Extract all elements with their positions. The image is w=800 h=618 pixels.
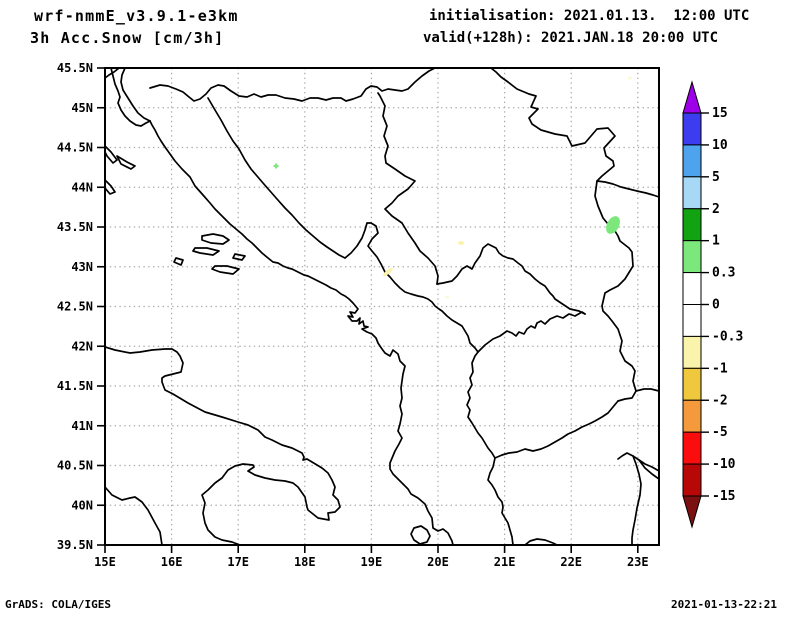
border-montenegro-bosnia xyxy=(344,222,386,273)
lon-tick-label: 20E xyxy=(427,555,449,569)
island-hvar xyxy=(192,247,220,256)
colorbar-tick-label: 5 xyxy=(712,170,720,185)
lon-tick-label: 23E xyxy=(627,555,649,569)
model-title: wrf-nmmE_v3.9.1-e3km xyxy=(34,7,239,25)
lat-tick-label: 39.5N xyxy=(57,538,93,552)
lat-tick-label: 45.5N xyxy=(57,61,93,75)
snow-mark xyxy=(458,241,464,245)
island-krk xyxy=(116,155,136,170)
lat-tick-label: 44N xyxy=(71,180,93,194)
coastline-calabria xyxy=(105,486,163,545)
island-peljesac xyxy=(232,253,246,261)
colorbar-tick-label: -10 xyxy=(712,457,736,472)
colorbar-under-arrow xyxy=(682,495,702,529)
colorbar-tick-label: -15 xyxy=(712,489,735,504)
lat-tick-label: 41.5N xyxy=(57,379,93,393)
island-corfu xyxy=(410,525,431,545)
colorbar-segment xyxy=(682,208,702,242)
colorbar-segment xyxy=(682,112,702,146)
coastline-adriatic-east xyxy=(149,120,454,545)
colorbar-tick-label: 15 xyxy=(712,106,728,121)
coastline-borders-layer xyxy=(105,68,659,545)
border-kosovo-west xyxy=(384,271,479,353)
colorbar-tick-label: -5 xyxy=(712,425,728,440)
colorbar-segment xyxy=(682,367,702,401)
colorbar-tick-label: 0.3 xyxy=(712,266,735,281)
lat-tick-label: 42N xyxy=(71,339,93,353)
border-croatia-north xyxy=(149,68,436,102)
lon-tick-label: 19E xyxy=(361,555,383,569)
colorbar-tick-label: 2 xyxy=(712,202,720,217)
coastline-aegean-east xyxy=(638,459,659,480)
colorbar-segment xyxy=(682,431,702,465)
island-korcula xyxy=(211,265,240,275)
colorbar-tick-label: -1 xyxy=(712,361,728,376)
colorbar-over-arrow xyxy=(682,80,702,114)
colorbar-segment xyxy=(682,399,702,433)
snow-mark xyxy=(628,76,632,80)
border-serbia-bulgaria-east xyxy=(596,180,659,198)
border-croatia-bosnia xyxy=(207,97,346,259)
island-vis xyxy=(173,257,184,266)
border-drina xyxy=(377,92,439,285)
colorbar-segment xyxy=(682,240,702,274)
snow-mark xyxy=(445,295,449,299)
border-macedonia-south xyxy=(494,400,619,459)
border-kosovo-north xyxy=(436,243,586,315)
colorbar-legend: 15 10 5 2 1 0.3 0 -0.3 -1 -2 -5 -10 -15 xyxy=(682,80,743,529)
field-title: 3h Acc.Snow [cm/3h] xyxy=(30,29,225,47)
lon-tick-label: 21E xyxy=(494,555,516,569)
initialisation-time: initialisation: 2021.01.13. 12:00 UTC xyxy=(429,8,750,24)
colorbar-segment xyxy=(682,463,702,497)
coastline-istria-east xyxy=(120,68,151,122)
valid-time: valid(+128h): 2021.JAN.18 20:00 UTC xyxy=(423,30,719,46)
colorbar-tick-label: -0.3 xyxy=(712,329,743,344)
grads-credit: GrADS: COLA/IGES xyxy=(5,598,111,611)
border-bulgaria-exit-east xyxy=(635,388,659,392)
coastline-gulf-south xyxy=(524,538,558,545)
colorbar-tick-label: 10 xyxy=(712,138,728,153)
island-cres xyxy=(105,145,118,164)
lat-tick-label: 41N xyxy=(71,419,93,433)
coastline-italy-adriatic xyxy=(105,346,341,545)
lon-tick-label: 17E xyxy=(227,555,249,569)
lat-tick-label: 43N xyxy=(71,260,93,274)
colorbar-segment xyxy=(682,272,702,306)
island-brac xyxy=(201,233,230,245)
colorbar-segment xyxy=(682,304,702,337)
colorbar-tick-label: 1 xyxy=(712,234,720,249)
lon-tick-label: 22E xyxy=(560,555,582,569)
colorbar-segment xyxy=(682,144,702,178)
border-macedonia-north xyxy=(477,311,586,353)
snow-mark xyxy=(606,216,620,234)
island-pag xyxy=(105,179,116,195)
coastline-istria-west xyxy=(110,68,151,127)
lat-tick-label: 42.5N xyxy=(57,300,93,314)
snow-data-marks xyxy=(273,76,632,299)
lat-tick-label: 40.5N xyxy=(57,459,93,473)
border-albania-greece xyxy=(466,351,514,545)
lat-tick-label: 44.5N xyxy=(57,141,93,155)
axes: 45.5N 45N 44.5N 44N 43.5N 43N 42.5N 42N 41.5N 41N… xyxy=(57,61,649,569)
lon-tick-label: 16E xyxy=(161,555,183,569)
lat-tick-label: 45N xyxy=(71,101,93,115)
lat-tick-label: 43.5N xyxy=(57,220,93,234)
colorbar-tick-label: 0 xyxy=(712,298,720,313)
gridlines xyxy=(105,68,659,545)
snow-mark xyxy=(383,267,393,277)
creation-timestamp: 2021-01-13-22:21 xyxy=(671,598,777,611)
coastline-aegean-west xyxy=(617,452,659,472)
snow-mark xyxy=(275,163,277,169)
lat-tick-label: 40N xyxy=(71,498,93,512)
lon-tick-label: 15E xyxy=(94,555,116,569)
lon-tick-label: 18E xyxy=(294,555,316,569)
coastline-chalkidiki xyxy=(631,455,642,545)
colorbar-segment xyxy=(682,176,702,210)
colorbar-tick-label: -2 xyxy=(712,393,728,408)
border-danube-serbia xyxy=(490,68,637,402)
colorbar-segment xyxy=(682,335,702,369)
